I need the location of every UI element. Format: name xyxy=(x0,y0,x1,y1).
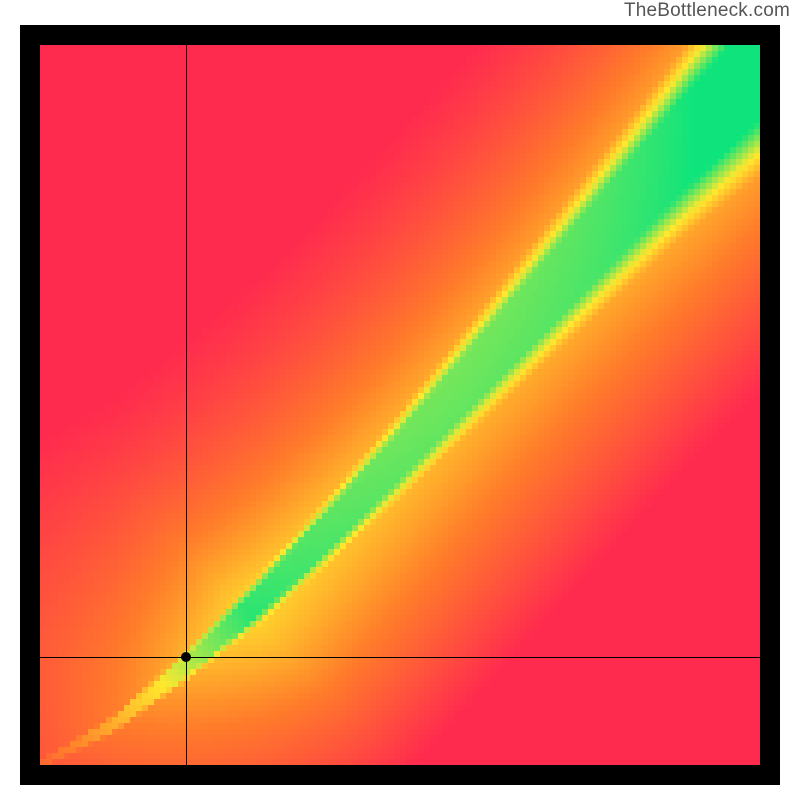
watermark-text: TheBottleneck.com xyxy=(624,0,790,25)
crosshair-horizontal xyxy=(40,657,760,658)
